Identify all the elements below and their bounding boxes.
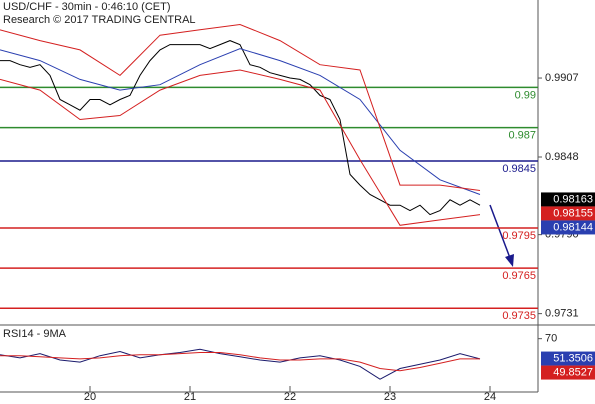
price-tag-label: 51.3506 <box>553 352 593 364</box>
series-line <box>0 23 481 191</box>
x-tick-label: 21 <box>184 391 196 403</box>
price-tag-label: 0.98155 <box>553 207 593 219</box>
series-line <box>0 352 480 372</box>
price-tag <box>541 192 595 207</box>
level-label: 0.99 <box>515 89 536 101</box>
series-line <box>0 40 481 216</box>
level-label: 0.9795 <box>502 230 536 242</box>
level-label: 0.9735 <box>502 310 536 322</box>
price-tag <box>541 365 595 380</box>
y-tick-label: 0.9848 <box>545 151 579 163</box>
chart-subtitle: Research © 2017 TRADING CENTRAL <box>3 14 196 26</box>
forecast-arrow <box>489 204 511 259</box>
rsi-title: RSI14 - 9MA <box>3 328 67 340</box>
y-tick-label: 0.9907 <box>545 72 579 84</box>
level-label: 0.987 <box>508 129 536 141</box>
level-label: 0.9845 <box>502 163 536 175</box>
x-tick-label: 20 <box>84 391 96 403</box>
y-tick-label: 70 <box>545 333 557 345</box>
x-tick-label: 24 <box>484 391 496 403</box>
arrow-head <box>505 254 514 267</box>
price-tag <box>541 351 595 366</box>
price-tag <box>541 206 595 221</box>
x-tick-label: 23 <box>384 391 396 403</box>
x-tick-label: 22 <box>284 391 296 403</box>
y-tick-label: 0.9731 <box>545 308 579 320</box>
series-line <box>0 69 481 226</box>
price-tag-label: 0.98163 <box>553 193 593 205</box>
price-tag-label: 0.98144 <box>553 221 593 233</box>
chart-title: USD/CHF - 30min - 0:46:10 (CET) <box>3 1 170 13</box>
level-label: 0.9765 <box>502 270 536 282</box>
series-line <box>0 348 481 380</box>
price-tag <box>541 220 595 235</box>
price-tag-label: 49.8527 <box>553 366 593 378</box>
series-line <box>0 48 481 195</box>
